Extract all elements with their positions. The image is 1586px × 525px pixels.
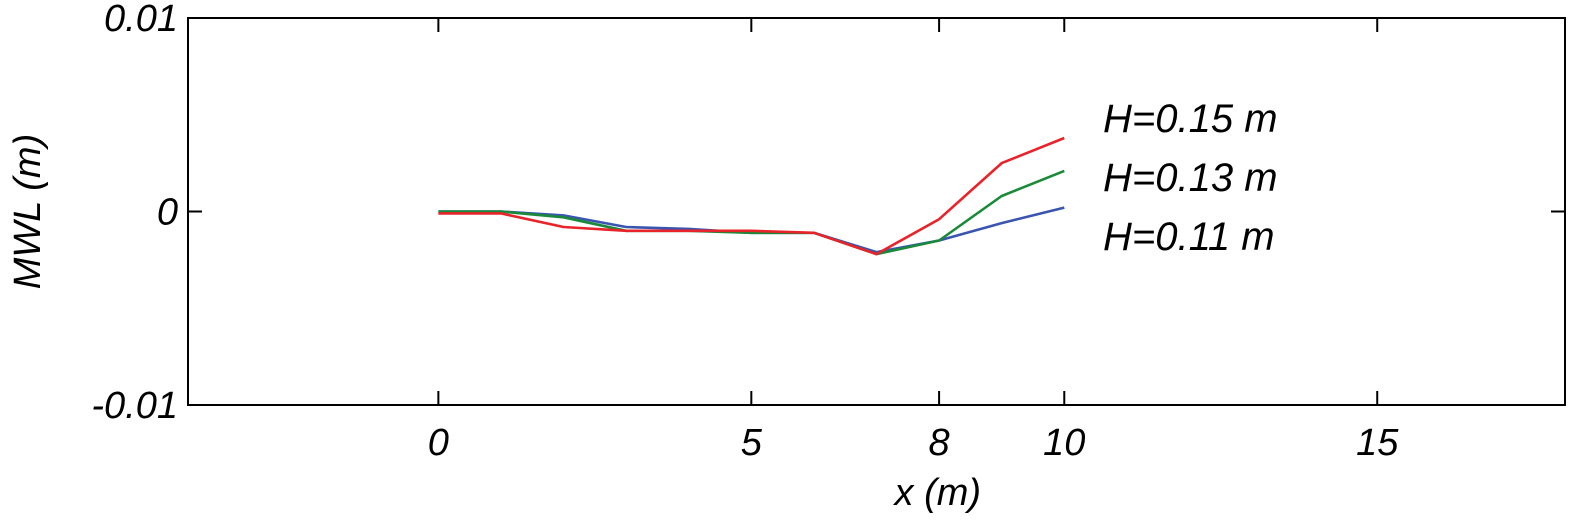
plot-frame bbox=[187, 17, 1566, 406]
x-tick-label: 0 bbox=[428, 422, 449, 464]
x-tick-label: 8 bbox=[929, 422, 950, 464]
y-tick-label: 0 bbox=[157, 192, 178, 234]
series-line-h-0-13-m bbox=[438, 169, 1065, 256]
legend-entry: H=0.13 m bbox=[1103, 156, 1278, 200]
x-tick-label: 10 bbox=[1043, 422, 1085, 464]
axis-ticks bbox=[188, 17, 1565, 406]
tick-labels: 0 5 8 10 15 -0.01 0 0.01 bbox=[91, 0, 1399, 464]
legend-entry: H=0.15 m bbox=[1103, 97, 1278, 141]
y-tick-label: 0.01 bbox=[104, 0, 178, 40]
y-tick-label: -0.01 bbox=[91, 385, 178, 427]
plot-border bbox=[187, 17, 1566, 406]
y-axis-label: MWL (m) bbox=[7, 134, 49, 290]
legend-entry: H=0.11 m bbox=[1103, 215, 1275, 259]
series-line-h-0-15-m bbox=[438, 136, 1065, 256]
series-lines bbox=[438, 136, 1065, 256]
legend: H=0.15 m H=0.13 m H=0.11 m bbox=[1103, 97, 1278, 259]
x-tick-label: 15 bbox=[1356, 422, 1399, 464]
x-tick-label: 5 bbox=[741, 422, 763, 464]
x-axis-label: x (m) bbox=[893, 472, 982, 514]
